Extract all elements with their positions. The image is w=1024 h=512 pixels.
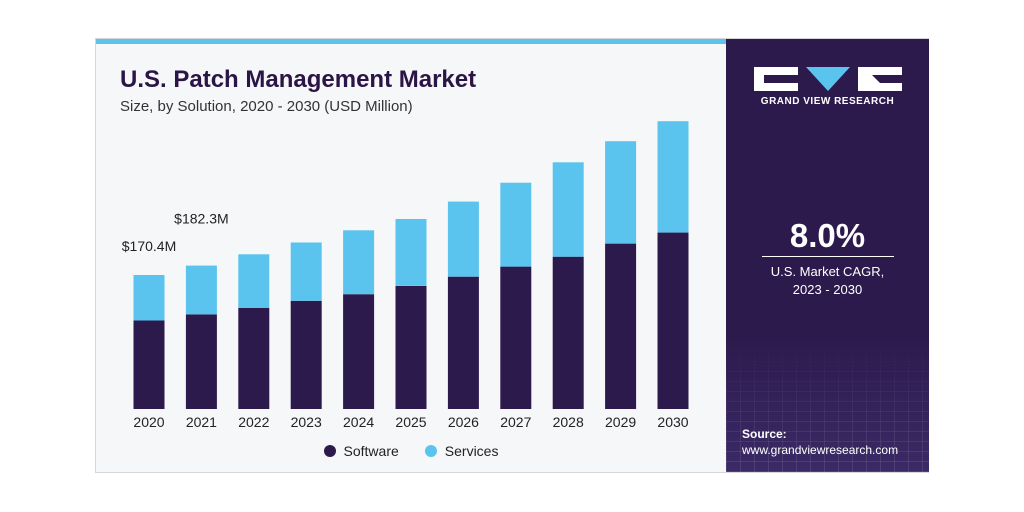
brand-name: GRAND VIEW RESEARCH xyxy=(760,96,895,107)
cagr-label-line2: 2023 - 2030 xyxy=(792,282,863,297)
bar-software-2021 xyxy=(185,314,217,409)
x-tick-label-2026: 2026 xyxy=(448,414,479,430)
chart-subtitle: Size, by Solution, 2020 - 2030 (USD Mill… xyxy=(120,98,413,115)
bar-software-2023 xyxy=(290,300,322,409)
legend-swatch-software xyxy=(323,445,336,457)
chart-title: U.S. Patch Management Market xyxy=(120,66,477,93)
bar-software-2020 xyxy=(133,320,165,409)
legend-swatch-services xyxy=(424,445,437,457)
x-tick-label-2024: 2024 xyxy=(343,414,374,430)
bar-chart: 2020 2021 2022 2023 2024 2025 2026 2027 2028 2029… xyxy=(122,121,689,430)
x-tick-label-2029: 2029 xyxy=(605,414,636,430)
cagr-divider xyxy=(762,256,894,257)
x-tick-label-2023: 2023 xyxy=(291,414,322,430)
chart-legend: Software Services xyxy=(96,443,726,459)
bar-software-2022 xyxy=(238,307,270,409)
bar-services-2020 xyxy=(133,275,165,321)
chart-card: U.S. Patch Management Market Size, by So… xyxy=(95,38,929,473)
bar-services-2023 xyxy=(290,242,322,301)
bar-software-2024 xyxy=(343,294,375,409)
cagr-label: U.S. Market CAGR, 2023 - 2030 xyxy=(726,263,929,299)
bar-services-2030 xyxy=(657,121,689,233)
source-heading: Source: xyxy=(742,427,787,441)
sidebar-grid-decoration xyxy=(726,339,929,472)
bar-services-2022 xyxy=(238,254,270,308)
grand-view-research-logo-icon xyxy=(754,67,902,91)
bar-software-2025 xyxy=(395,286,427,409)
cagr-value: 8.0% xyxy=(789,217,866,254)
x-tick-label-2025: 2025 xyxy=(395,414,426,430)
bar-services-2027 xyxy=(500,182,532,267)
x-tick-label-2020: 2020 xyxy=(133,414,164,430)
source-link[interactable]: www.grandviewresearch.com xyxy=(742,443,899,457)
x-tick-label-2028: 2028 xyxy=(553,414,584,430)
accent-bar xyxy=(96,39,726,44)
bar-software-2030 xyxy=(657,232,689,409)
data-label-2020: $170.4M xyxy=(122,238,176,254)
bar-services-2029 xyxy=(605,141,637,244)
bar-services-2026 xyxy=(447,201,479,277)
bar-software-2028 xyxy=(552,256,584,409)
bar-software-2027 xyxy=(500,266,532,409)
x-tick-label-2030: 2030 xyxy=(657,414,688,430)
legend-item-software: Software xyxy=(323,443,399,459)
data-label-2021: $182.3M xyxy=(174,211,228,227)
cagr-label-line1: U.S. Market CAGR, xyxy=(770,264,885,279)
chart-panel: U.S. Patch Management Market Size, by So… xyxy=(96,44,726,472)
x-tick-label-2022: 2022 xyxy=(238,414,269,430)
bar-software-2026 xyxy=(447,276,479,409)
bar-services-2025 xyxy=(395,219,427,286)
sidebar-panel: GRAND VIEW RESEARCH 8.0% U.S. Market CAG… xyxy=(726,39,929,472)
legend-label-software: Software xyxy=(343,443,399,459)
legend-label-services: Services xyxy=(444,443,499,459)
x-tick-label-2027: 2027 xyxy=(500,414,531,430)
legend-item-services: Services xyxy=(424,443,499,459)
bar-services-2028 xyxy=(552,162,584,257)
x-tick-label-2021: 2021 xyxy=(186,414,217,430)
bar-services-2024 xyxy=(343,230,375,295)
bar-software-2029 xyxy=(605,243,637,409)
bar-services-2021 xyxy=(185,265,217,315)
